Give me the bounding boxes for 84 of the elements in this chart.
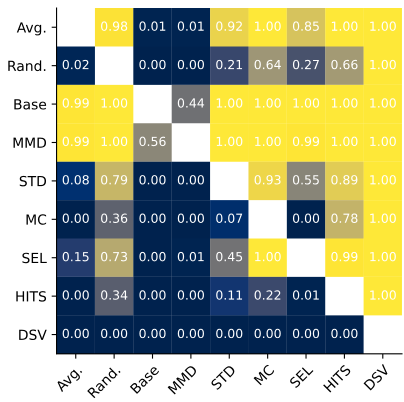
data-label: 0.00: [139, 213, 166, 223]
y-tick-label: Base: [14, 99, 46, 110]
data-label: 0.98: [101, 21, 128, 31]
data-label: 0.00: [178, 328, 204, 338]
data-label: 1.00: [255, 136, 281, 146]
data-label: 1.00: [255, 98, 281, 108]
data-label: 0.92: [216, 21, 242, 31]
data-label: 0.00: [178, 60, 204, 70]
data-label: 0.00: [331, 328, 358, 338]
data-label: 1.00: [102, 98, 128, 108]
data-label: 0.27: [292, 60, 319, 70]
x-tick-label: Avg.: [54, 364, 84, 394]
data-label: 0.00: [178, 290, 204, 300]
data-label: 1.00: [255, 252, 281, 262]
data-label: 1.00: [102, 136, 128, 146]
data-label: 0.73: [101, 252, 128, 262]
data-label: 0.79: [101, 175, 128, 185]
data-label: 0.34: [101, 290, 128, 300]
data-label: 0.00: [292, 213, 320, 223]
data-label: 1.00: [370, 21, 396, 31]
data-label: 1.00: [332, 21, 358, 31]
data-label: 0.00: [62, 290, 89, 300]
data-label: 1.00: [370, 60, 396, 70]
data-label: 0.01: [139, 21, 166, 31]
data-label: 1.00: [332, 98, 358, 108]
data-label: 0.01: [292, 290, 319, 300]
data-label: 1.00: [370, 136, 396, 146]
y-tick-label: STD: [20, 176, 46, 186]
data-label: 0.00: [254, 328, 281, 338]
data-label: 0.00: [178, 175, 204, 185]
data-label: 0.99: [62, 98, 89, 108]
data-label: 1.00: [370, 98, 396, 108]
y-tick-label: SEL: [22, 252, 47, 264]
data-label: 0.45: [216, 252, 242, 262]
data-label: 0.89: [331, 175, 358, 185]
data-label: 0.00: [292, 328, 320, 338]
y-tick-label: Avg.: [16, 22, 46, 36]
data-label: 0.66: [331, 60, 358, 70]
data-label: 0.99: [62, 136, 89, 146]
data-label: 0.15: [62, 252, 89, 262]
data-label: 0.00: [216, 328, 242, 338]
data-label: 0.36: [101, 213, 128, 223]
data-label: 0.99: [292, 136, 320, 146]
data-label: 0.56: [139, 136, 166, 146]
data-label: 0.00: [62, 328, 89, 338]
data-label: 0.99: [331, 252, 358, 262]
data-label: 0.01: [178, 21, 204, 31]
data-label: 0.00: [139, 60, 166, 70]
data-label: 1.00: [293, 98, 320, 108]
data-label: 0.00: [62, 213, 89, 223]
data-label: 0.11: [216, 290, 242, 300]
data-label: 1.00: [216, 136, 242, 146]
x-tick-label: SEL: [288, 364, 314, 388]
data-label: 0.00: [139, 252, 166, 262]
y-tick-label: DSV: [19, 330, 47, 340]
data-label: 0.02: [62, 60, 88, 70]
y-tick-label: HITS: [16, 291, 46, 302]
y-tick-label: Rand.: [8, 60, 46, 72]
data-label: 0.64: [254, 60, 281, 70]
y-tick-label: MC: [26, 214, 46, 225]
data-label: 0.21: [216, 60, 242, 70]
data-label: 1.00: [370, 290, 396, 300]
data-label: 0.01: [178, 252, 204, 262]
data-label: 1.00: [332, 136, 358, 146]
data-label: 0.78: [331, 213, 358, 223]
data-label: 1.00: [370, 175, 396, 185]
data-label: 0.93: [254, 175, 281, 185]
x-tick-label: MC: [253, 364, 275, 386]
data-label: 0.07: [216, 213, 242, 223]
data-label: 1.00: [370, 213, 396, 223]
data-label: 0.00: [101, 328, 128, 338]
data-label: 0.08: [62, 175, 89, 185]
data-label: 1.00: [216, 98, 242, 108]
data-label: 0.55: [292, 175, 319, 185]
data-label: 1.00: [370, 252, 396, 262]
data-label: 0.00: [139, 290, 166, 300]
data-label: 0.85: [292, 21, 319, 31]
y-tick-label: MMD: [14, 138, 46, 148]
data-label: 0.00: [178, 213, 204, 223]
data-label: 0.00: [139, 328, 166, 338]
data-label: 0.00: [139, 175, 166, 185]
data-label: 0.22: [254, 290, 280, 300]
data-label: 1.00: [255, 21, 281, 31]
data-label: 0.44: [178, 98, 204, 108]
